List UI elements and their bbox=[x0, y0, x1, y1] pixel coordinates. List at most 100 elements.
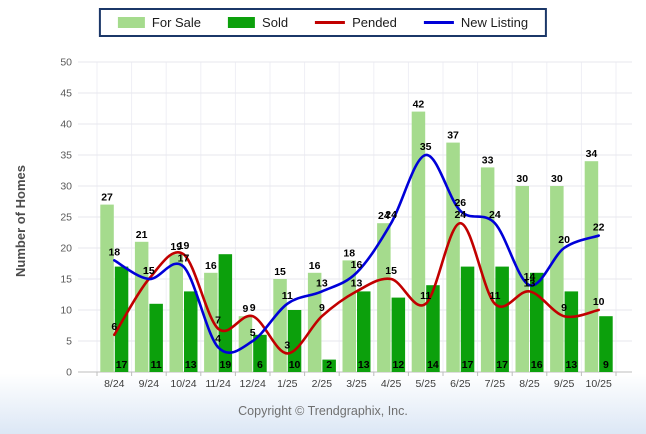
sold-value-label: 2 bbox=[326, 359, 332, 371]
sold-value-label: 13 bbox=[358, 359, 370, 371]
pended-value-label: 10 bbox=[593, 296, 605, 308]
for-sale-bar bbox=[169, 254, 183, 372]
sold-value-label: 9 bbox=[603, 359, 609, 371]
sold-value-label: 13 bbox=[185, 359, 197, 371]
y-tick-label: 30 bbox=[60, 181, 72, 193]
sold-bar bbox=[391, 297, 406, 372]
for-sale-bar bbox=[307, 272, 322, 372]
pended-value-label: 6 bbox=[111, 321, 117, 333]
pended-line bbox=[113, 221, 600, 355]
for-sale-bar bbox=[342, 260, 356, 372]
for-sale-swatch-icon bbox=[117, 17, 145, 28]
new-listing-value-label: 22 bbox=[593, 222, 605, 234]
x-tick-label: 10/25 bbox=[586, 378, 612, 390]
for-sale-bar bbox=[134, 241, 149, 372]
for-sale-value-label: 15 bbox=[274, 266, 286, 278]
legend-label-pended: Pended bbox=[352, 15, 397, 30]
y-tick-label: 10 bbox=[60, 305, 72, 317]
pended-swatch-icon bbox=[315, 21, 346, 24]
sold-value-label: 14 bbox=[427, 359, 439, 371]
new-listing-line bbox=[113, 153, 600, 354]
y-tick-label: 0 bbox=[66, 367, 72, 379]
new-listing-value-label: 15 bbox=[143, 265, 155, 277]
for-sale-bar bbox=[480, 167, 495, 372]
sold-value-label: 11 bbox=[151, 359, 162, 371]
pended-value-label: 24 bbox=[454, 209, 466, 221]
sold-bar bbox=[253, 334, 267, 372]
legend-item-new-listing: New Listing bbox=[423, 15, 529, 30]
sold-swatch-icon bbox=[228, 17, 256, 28]
x-tick-label: 5/25 bbox=[415, 378, 436, 390]
new-listing-value-label: 35 bbox=[420, 141, 432, 153]
x-tick-label: 10/24 bbox=[170, 378, 196, 390]
sold-value-label: 16 bbox=[531, 359, 543, 371]
for-sale-bar bbox=[550, 186, 564, 372]
pended-value-label: 15 bbox=[385, 265, 397, 277]
legend-label-new-listing: New Listing bbox=[460, 15, 529, 30]
sold-value-label: 17 bbox=[116, 359, 128, 371]
sold-bar bbox=[184, 291, 198, 372]
x-tick-label: 3/25 bbox=[346, 378, 367, 390]
y-tick-label: 50 bbox=[60, 57, 72, 69]
sold-value-label: 17 bbox=[462, 359, 474, 371]
new-listing-value-label: 11 bbox=[282, 290, 293, 302]
sold-value-label: 13 bbox=[566, 359, 578, 371]
new-listing-value-label: 24 bbox=[489, 209, 501, 221]
sold-bar bbox=[564, 291, 579, 372]
for-sale-bar bbox=[446, 142, 460, 372]
pended-value-label: 3 bbox=[284, 339, 290, 351]
for-sale-bar bbox=[100, 204, 114, 372]
for-sale-value-label: 33 bbox=[482, 154, 494, 166]
y-tick-label: 5 bbox=[66, 336, 72, 348]
new-listing-value-label: 20 bbox=[558, 234, 570, 246]
legend-item-sold: Sold bbox=[228, 15, 288, 30]
new-listing-value-label: 13 bbox=[316, 277, 328, 289]
y-tick-label: 35 bbox=[60, 150, 72, 162]
new-listing-value-label: 17 bbox=[178, 253, 190, 265]
sold-bar bbox=[426, 285, 440, 372]
pended-value-label: 15 bbox=[143, 265, 155, 277]
sold-bar bbox=[357, 291, 371, 372]
sold-bar bbox=[599, 316, 613, 372]
new-listing-value-label: 26 bbox=[454, 197, 466, 209]
sold-bar bbox=[149, 303, 163, 372]
new-listing-value-label: 5 bbox=[250, 327, 256, 339]
x-tick-label: 9/24 bbox=[139, 378, 160, 390]
legend-item-pended: Pended bbox=[315, 15, 397, 30]
sold-bar bbox=[218, 254, 233, 372]
sold-bar bbox=[460, 266, 475, 372]
sold-bar bbox=[322, 359, 336, 372]
pended-value-label: 19 bbox=[178, 240, 190, 252]
pended-value-label: 13 bbox=[524, 277, 536, 289]
pended-value-label: 9 bbox=[319, 302, 325, 314]
for-sale-value-label: 21 bbox=[136, 229, 148, 241]
pended-value-label: 7 bbox=[215, 315, 221, 327]
new-listing-value-label: 16 bbox=[351, 259, 363, 271]
copyright-text: Copyright © Trendgraphix, Inc. bbox=[238, 404, 408, 418]
x-tick-label: 12/24 bbox=[240, 378, 266, 390]
new-listing-value-label: 24 bbox=[385, 209, 397, 221]
sold-value-label: 12 bbox=[393, 359, 405, 371]
x-tick-label: 11/24 bbox=[205, 378, 231, 390]
for-sale-bar bbox=[584, 161, 599, 372]
legend-label-sold: Sold bbox=[262, 15, 289, 30]
sold-value-label: 10 bbox=[289, 359, 301, 371]
x-tick-label: 6/25 bbox=[450, 378, 471, 390]
for-sale-bar bbox=[204, 272, 218, 372]
x-tick-label: 9/25 bbox=[554, 378, 575, 390]
y-tick-label: 45 bbox=[60, 88, 72, 100]
sold-bar bbox=[495, 266, 509, 372]
for-sale-value-label: 24 bbox=[378, 210, 390, 222]
for-sale-value-label: 37 bbox=[447, 130, 459, 142]
for-sale-value-label: 16 bbox=[309, 260, 321, 272]
legend-item-for-sale: For Sale bbox=[117, 15, 201, 30]
for-sale-value-label: 30 bbox=[551, 173, 563, 185]
x-tick-label: 8/24 bbox=[104, 378, 125, 390]
for-sale-bar bbox=[273, 279, 287, 372]
y-axis-title: Number of Homes bbox=[13, 165, 28, 277]
x-tick-label: 4/25 bbox=[381, 378, 402, 390]
new-listing-value-label: 4 bbox=[215, 333, 221, 345]
y-tick-label: 15 bbox=[60, 274, 72, 286]
sold-bar bbox=[114, 266, 129, 372]
